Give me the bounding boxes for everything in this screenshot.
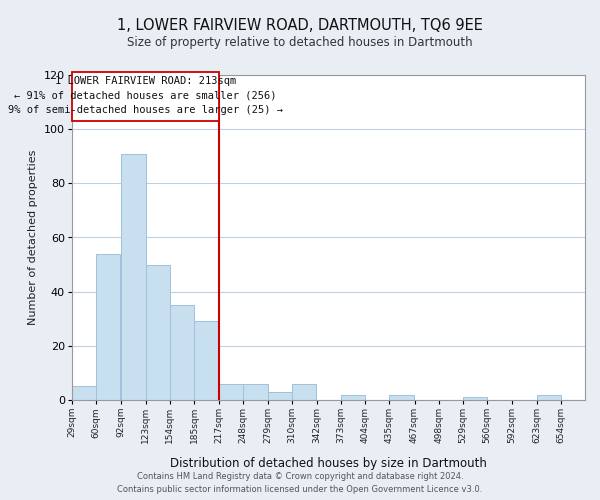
- Bar: [170, 305, 194, 400]
- Bar: [146, 264, 170, 400]
- Bar: [121, 154, 146, 400]
- Bar: [536, 394, 561, 400]
- Text: ← 91% of detached houses are smaller (256): ← 91% of detached houses are smaller (25…: [14, 90, 277, 101]
- Bar: [72, 386, 96, 400]
- Bar: [268, 392, 292, 400]
- Bar: [96, 254, 121, 400]
- Text: Contains HM Land Registry data © Crown copyright and database right 2024.: Contains HM Land Registry data © Crown c…: [137, 472, 463, 481]
- Text: Size of property relative to detached houses in Dartmouth: Size of property relative to detached ho…: [127, 36, 473, 49]
- Y-axis label: Number of detached properties: Number of detached properties: [28, 150, 38, 325]
- Text: 9% of semi-detached houses are larger (25) →: 9% of semi-detached houses are larger (2…: [8, 105, 283, 115]
- X-axis label: Distribution of detached houses by size in Dartmouth: Distribution of detached houses by size …: [170, 457, 487, 470]
- Bar: [219, 384, 243, 400]
- FancyBboxPatch shape: [72, 72, 219, 121]
- Text: 1, LOWER FAIRVIEW ROAD, DARTMOUTH, TQ6 9EE: 1, LOWER FAIRVIEW ROAD, DARTMOUTH, TQ6 9…: [117, 18, 483, 32]
- Bar: [389, 394, 414, 400]
- Text: Contains public sector information licensed under the Open Government Licence v3: Contains public sector information licen…: [118, 485, 482, 494]
- Bar: [194, 322, 218, 400]
- Bar: [292, 384, 316, 400]
- Bar: [243, 384, 268, 400]
- Bar: [341, 394, 365, 400]
- Bar: [463, 398, 487, 400]
- Text: 1 LOWER FAIRVIEW ROAD: 213sqm: 1 LOWER FAIRVIEW ROAD: 213sqm: [55, 76, 236, 86]
